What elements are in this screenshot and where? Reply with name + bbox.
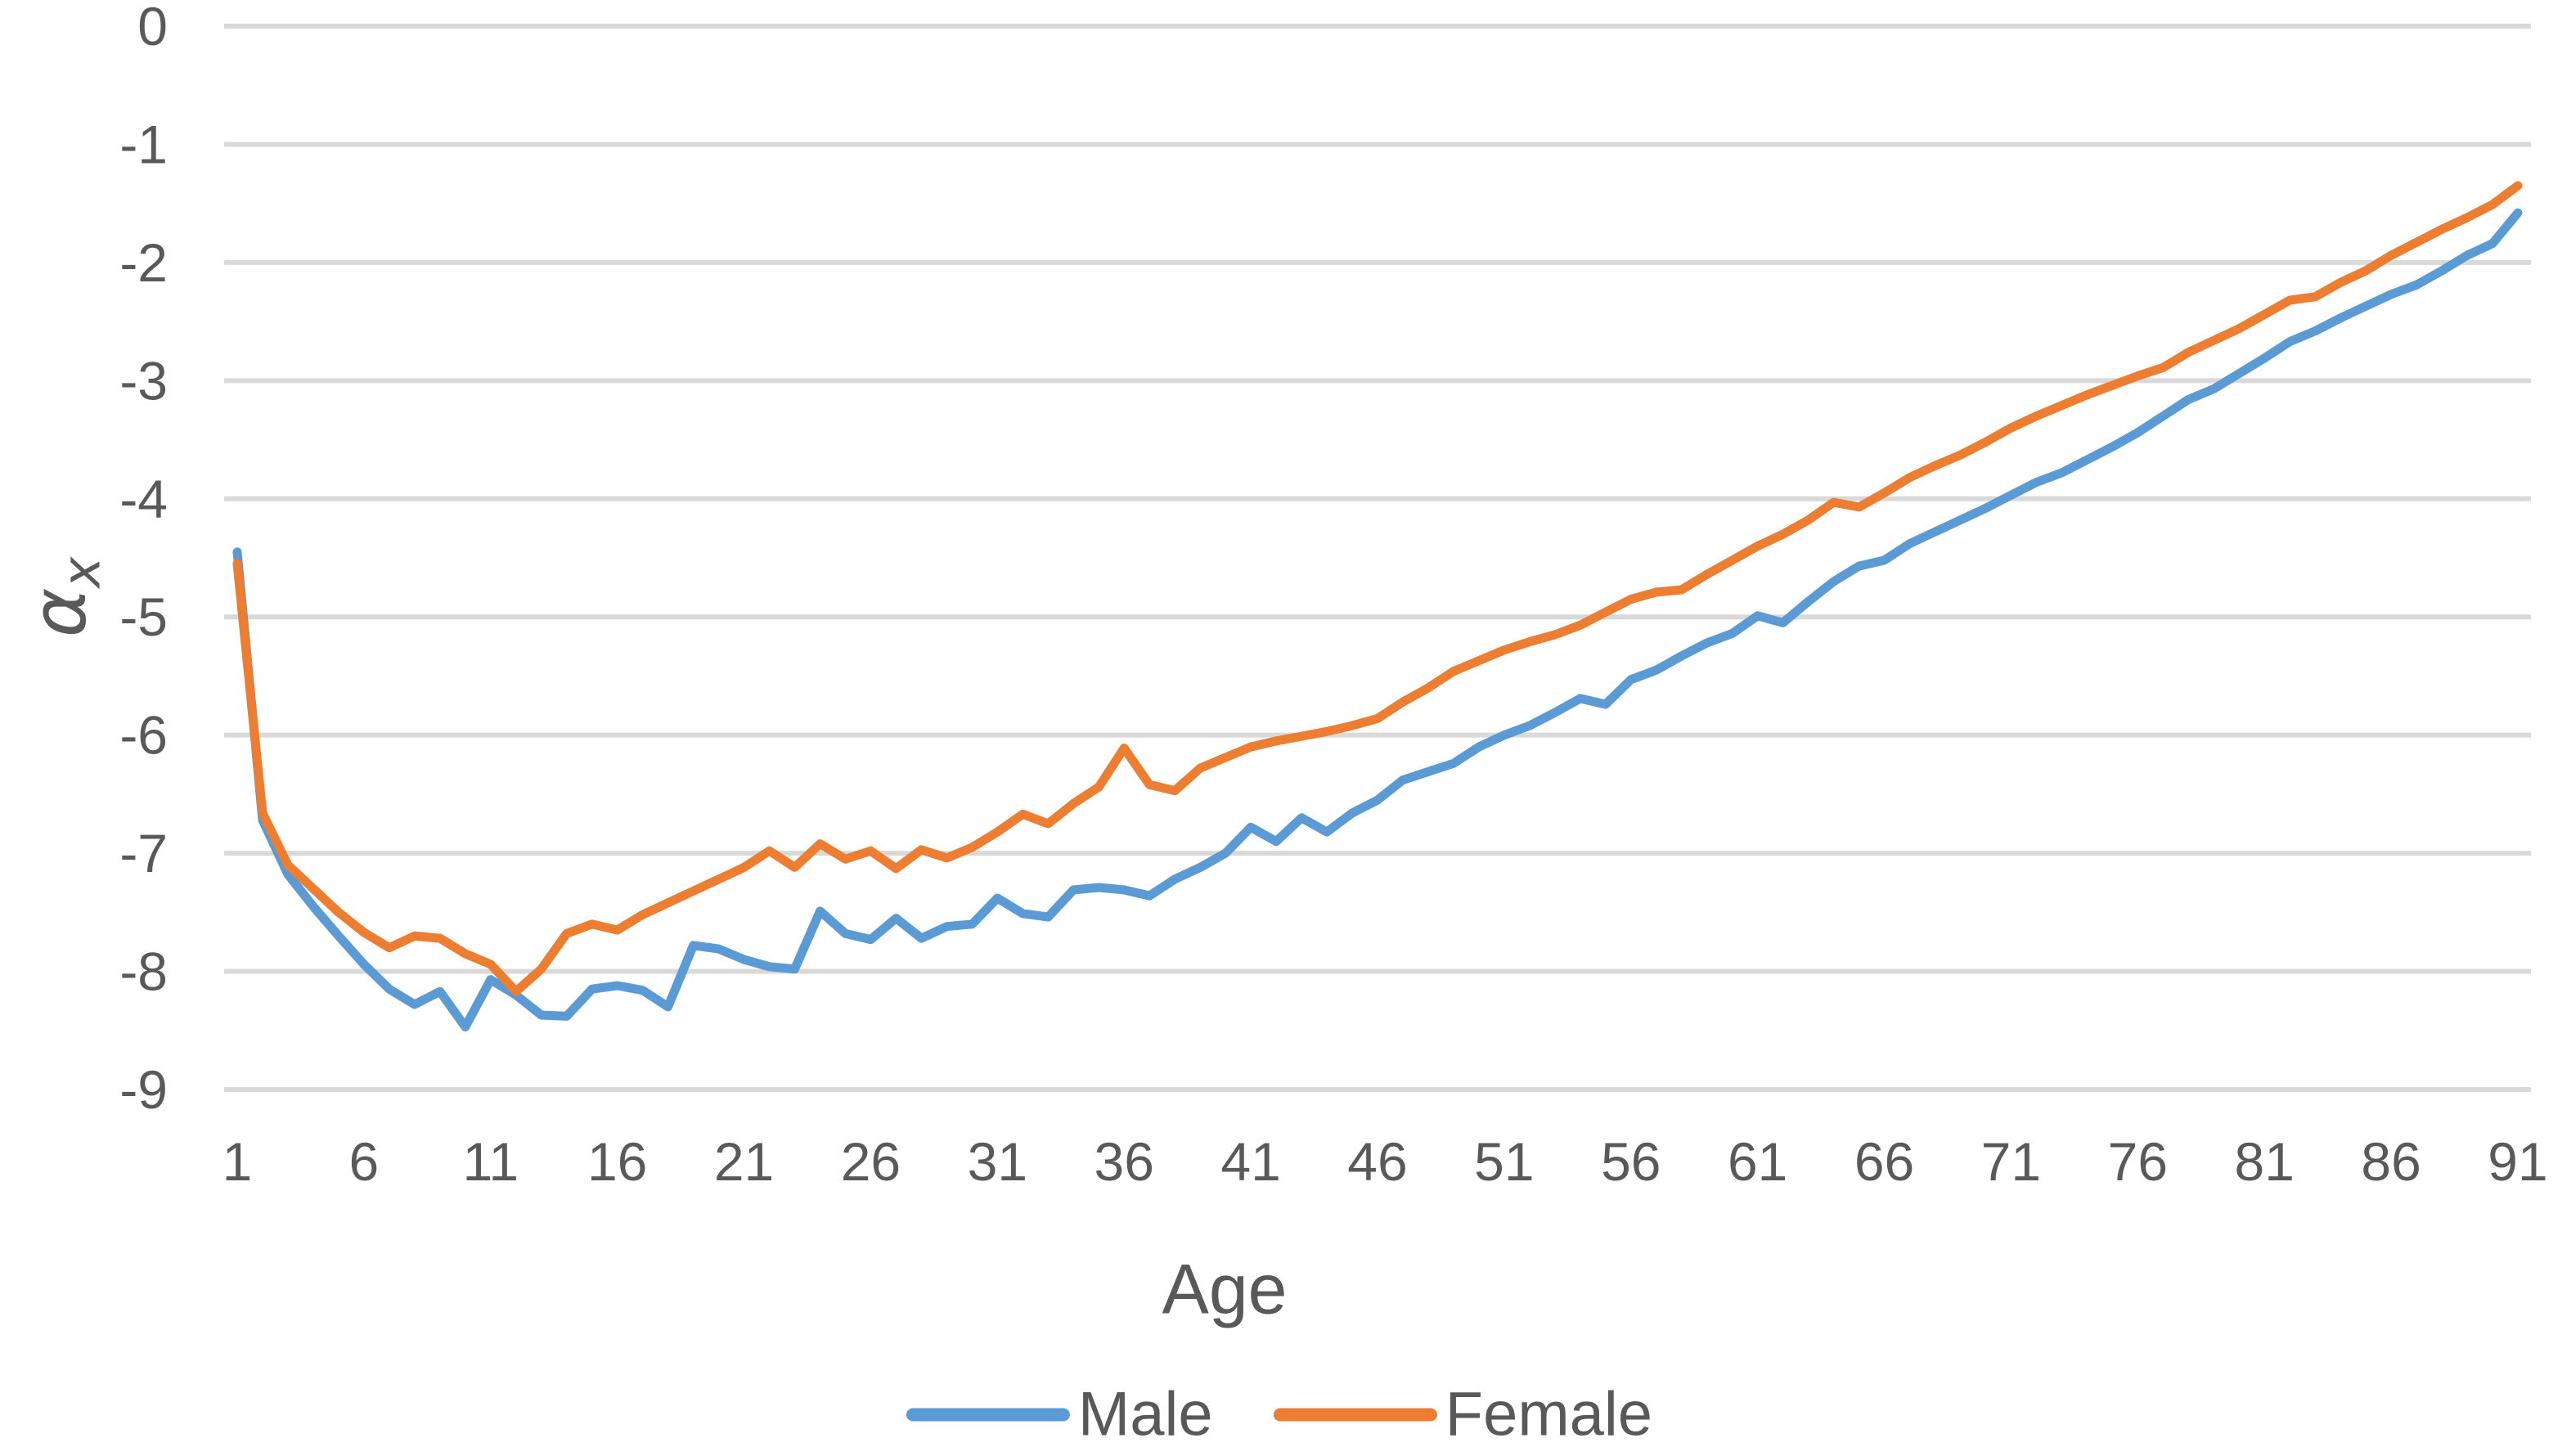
y-tick-label: -4 bbox=[119, 469, 168, 529]
male-series-line bbox=[232, 208, 2523, 1031]
y-tick-label: -6 bbox=[119, 705, 168, 766]
x-tick-label: 91 bbox=[2488, 1131, 2547, 1192]
y-axis-title: αx bbox=[16, 557, 113, 638]
x-tick-label: 21 bbox=[714, 1131, 774, 1192]
male-line-swatch bbox=[906, 1408, 1070, 1421]
y-tick-label: -9 bbox=[119, 1059, 168, 1120]
x-tick-label: 16 bbox=[587, 1131, 647, 1192]
x-tick-label: 86 bbox=[2361, 1131, 2420, 1192]
legend-label-female: Female bbox=[1445, 1379, 1653, 1449]
y-tick-label: 0 bbox=[137, 0, 168, 56]
legend-label-male: Male bbox=[1077, 1379, 1213, 1449]
x-tick-label: 51 bbox=[1474, 1131, 1534, 1192]
y-tick-label: -5 bbox=[119, 586, 168, 647]
x-tick-label: 46 bbox=[1347, 1131, 1407, 1192]
x-tick-label: 26 bbox=[841, 1131, 901, 1192]
female-line-swatch bbox=[1273, 1408, 1437, 1421]
y-tick-label: -7 bbox=[119, 823, 168, 883]
x-tick-label: 76 bbox=[2108, 1131, 2168, 1192]
x-tick-label: 31 bbox=[968, 1131, 1027, 1192]
y-axis-title-alpha: α bbox=[15, 587, 103, 638]
y-axis-title-subscript: x bbox=[52, 556, 113, 588]
x-tick-label: 56 bbox=[1601, 1131, 1661, 1192]
legend-item-male: Male bbox=[906, 1379, 1213, 1450]
x-tick-label: 36 bbox=[1094, 1131, 1154, 1192]
x-tick-label: 61 bbox=[1728, 1131, 1787, 1192]
y-tick-label: -2 bbox=[119, 232, 168, 293]
y-tick-label: -3 bbox=[119, 350, 168, 411]
x-tick-label: 81 bbox=[2235, 1131, 2295, 1192]
legend-item-female: Female bbox=[1273, 1379, 1653, 1450]
x-tick-label: 66 bbox=[1854, 1131, 1914, 1192]
x-axis-title: Age bbox=[1162, 1250, 1288, 1329]
y-tick-label: -1 bbox=[119, 114, 168, 174]
y-tick-label: -8 bbox=[119, 941, 168, 1002]
x-tick-label: 41 bbox=[1220, 1131, 1280, 1192]
x-tick-label: 71 bbox=[1981, 1131, 2041, 1192]
legend: Male Female bbox=[906, 1379, 1652, 1450]
x-tick-label: 6 bbox=[349, 1131, 380, 1192]
female-series-line bbox=[232, 181, 2523, 996]
x-tick-label: 11 bbox=[463, 1131, 519, 1192]
x-tick-label: 1 bbox=[222, 1131, 253, 1192]
